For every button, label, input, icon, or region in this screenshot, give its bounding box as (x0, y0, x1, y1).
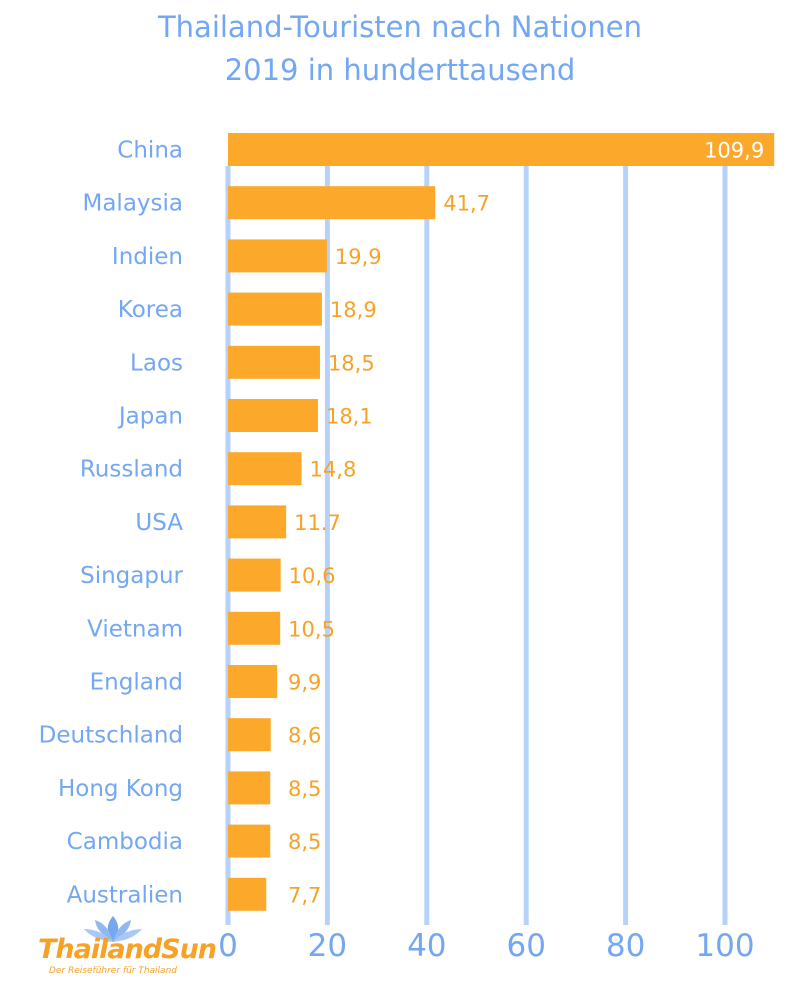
category-label: Russland (80, 457, 183, 483)
bar (228, 665, 278, 698)
bar (228, 877, 267, 911)
category-label: Vietnam (87, 616, 183, 642)
bar (228, 558, 281, 592)
category-label: USA (135, 510, 183, 536)
value-label: 11.7 (294, 511, 341, 535)
bar (228, 239, 327, 273)
category-label: Laos (130, 350, 183, 376)
category-label: Singapur (80, 563, 183, 589)
category-label: Australien (67, 882, 183, 908)
x-tick-label: 40 (407, 928, 446, 964)
value-label: 18,5 (328, 351, 375, 375)
value-label: 14,8 (310, 458, 357, 482)
category-label: Cambodia (67, 829, 183, 855)
value-label: 109,9 (704, 139, 764, 163)
bar (228, 505, 287, 539)
category-label: Indien (112, 244, 183, 270)
value-label: 18,9 (330, 298, 377, 322)
category-label: Korea (118, 297, 183, 323)
bar (228, 824, 271, 858)
chart-title: Thailand-Touristen nach Nationen (157, 10, 643, 44)
value-label: 10,5 (288, 617, 335, 641)
bar (228, 452, 302, 486)
logo-text: ThailandSun (38, 934, 217, 965)
bar (228, 186, 436, 220)
x-tick-label: 80 (606, 928, 645, 964)
value-label: 18,1 (326, 405, 373, 429)
category-label: China (117, 138, 183, 164)
x-tick-label: 20 (308, 928, 347, 964)
category-label: Deutschland (39, 723, 183, 749)
value-label: 10,6 (289, 564, 336, 588)
chart-subtitle: 2019 in hunderttausend (224, 53, 576, 87)
x-tick-label: 100 (695, 928, 754, 964)
value-label: 8,5 (288, 830, 321, 854)
value-label: 7,7 (288, 883, 321, 907)
category-label: Japan (117, 404, 183, 430)
bar (228, 345, 320, 379)
value-label: 9,9 (288, 671, 321, 695)
bar (228, 718, 271, 752)
x-tick-label: 0 (218, 928, 238, 964)
category-label: Malaysia (82, 191, 183, 217)
bar (228, 611, 281, 645)
logo: ThailandSun Der Reiseführer für Thailand (38, 914, 217, 980)
value-label: 8,5 (288, 777, 321, 801)
category-label: England (90, 670, 183, 696)
bar (228, 771, 271, 805)
category-label: Hong Kong (58, 776, 183, 802)
bar (228, 399, 318, 432)
logo-tagline: Der Reiseführer für Thailand (48, 966, 177, 976)
value-label: 8,6 (288, 724, 321, 748)
lotus-icon (84, 916, 142, 942)
bar (228, 292, 322, 326)
bar (228, 133, 775, 166)
value-label: 19,9 (335, 245, 382, 269)
value-label: 41,7 (443, 192, 490, 216)
x-tick-label: 60 (506, 928, 545, 964)
